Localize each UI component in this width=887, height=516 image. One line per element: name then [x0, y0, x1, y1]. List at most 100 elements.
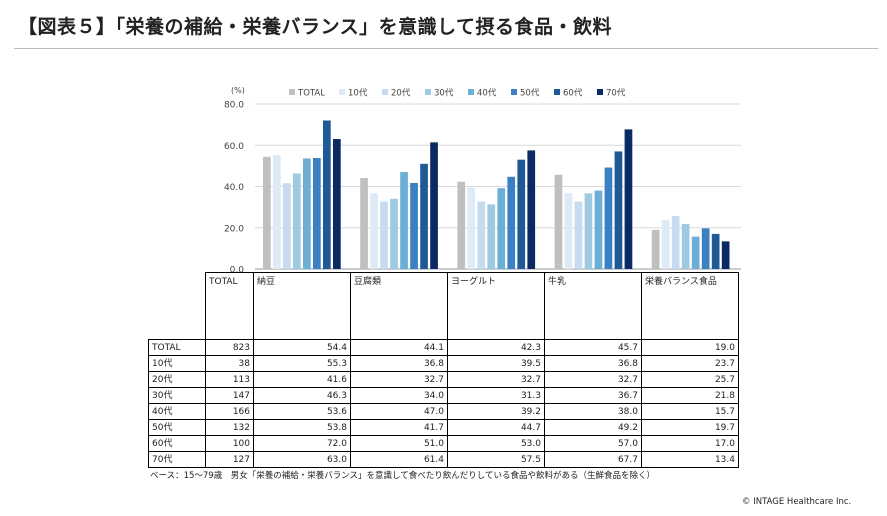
- table-corner: [148, 272, 206, 340]
- value-cell: 45.7: [544, 339, 642, 356]
- legend-swatch: [468, 89, 474, 95]
- row-label: 50代: [148, 419, 206, 436]
- value-cell: 46.3: [253, 387, 351, 404]
- value-cell: 44.1: [350, 339, 448, 356]
- legend-swatch: [425, 89, 431, 95]
- bar: [457, 181, 466, 269]
- bar: [624, 129, 633, 269]
- legend-label: 20代: [391, 88, 411, 99]
- copyright: © INTAGE Healthcare Inc.: [742, 497, 852, 507]
- bar: [527, 150, 536, 269]
- bar: [691, 236, 700, 269]
- bar: [651, 229, 660, 269]
- table-header-cell: 豆腐類: [350, 272, 448, 340]
- y-tick-label: 60.0: [224, 142, 244, 152]
- bar: [614, 151, 623, 269]
- bar: [487, 204, 496, 269]
- value-cell: 32.7: [447, 371, 545, 388]
- row-label: 30代: [148, 387, 206, 404]
- sample-size-cell: 38: [205, 355, 254, 372]
- bar: [701, 228, 710, 269]
- table-row: 20代 113 41.6 32.7 32.7 32.7 25.7: [148, 371, 739, 388]
- value-cell: 32.7: [350, 371, 448, 388]
- row-label: TOTAL: [148, 339, 206, 356]
- bar: [681, 224, 690, 269]
- legend-swatch: [597, 89, 603, 95]
- value-cell: 15.7: [641, 403, 739, 420]
- legend-swatch: [339, 89, 345, 95]
- value-cell: 57.0: [544, 435, 642, 452]
- bar: [273, 154, 281, 269]
- value-cell: 49.2: [544, 419, 642, 436]
- value-cell: 36.7: [544, 387, 642, 404]
- table-row: 70代 127 63.0 61.4 57.5 67.7 13.4: [148, 451, 739, 468]
- table-row: 10代 38 55.3 36.8 39.5 36.8 23.7: [148, 355, 739, 372]
- value-cell: 36.8: [544, 355, 642, 372]
- value-cell: 63.0: [253, 451, 351, 468]
- legend-label: 30代: [434, 88, 454, 99]
- bar: [370, 193, 378, 269]
- table-row: 60代 100 72.0 51.0 53.0 57.0 17.0: [148, 435, 739, 452]
- value-cell: 38.0: [544, 403, 642, 420]
- legend-label: 40代: [477, 88, 497, 99]
- bar: [594, 190, 603, 269]
- value-cell: 47.0: [350, 403, 448, 420]
- sample-size-cell: 166: [205, 403, 254, 420]
- value-cell: 51.0: [350, 435, 448, 452]
- y-tick-label: 80.0: [224, 101, 244, 111]
- bar: [430, 142, 438, 269]
- bar: [323, 120, 331, 269]
- value-cell: 41.7: [350, 419, 448, 436]
- legend-label: 70代: [606, 88, 626, 99]
- legend-label: TOTAL: [297, 89, 325, 99]
- value-cell: 54.4: [253, 339, 351, 356]
- legend-swatch: [554, 89, 560, 95]
- y-tick-label: 20.0: [224, 224, 244, 234]
- table-header-cell: 納豆: [253, 272, 351, 340]
- value-cell: 21.8: [641, 387, 739, 404]
- row-label: 20代: [148, 371, 206, 388]
- page-title: 【図表５】「栄養の補給・栄養バランス」を意識して摂る食品・飲料: [18, 16, 613, 38]
- value-cell: 39.2: [447, 403, 545, 420]
- value-cell: 19.0: [641, 339, 739, 356]
- sample-size-cell: 823: [205, 339, 254, 356]
- value-cell: 39.5: [447, 355, 545, 372]
- bar: [671, 215, 680, 269]
- bar: [711, 233, 720, 269]
- sample-size-cell: 132: [205, 419, 254, 436]
- base-note: ベース：15～79歳 男女「栄養の補給・栄養バランス」を意識して食べたり飲んだり…: [150, 471, 656, 481]
- table-header-cell: TOTAL: [205, 272, 254, 340]
- bar: [477, 201, 486, 269]
- title-divider: [14, 48, 878, 49]
- bar: [400, 172, 408, 269]
- value-cell: 72.0: [253, 435, 351, 452]
- value-cell: 17.0: [641, 435, 739, 452]
- bar: [313, 158, 321, 269]
- table-row: 50代 132 53.8 41.7 44.7 49.2 19.7: [148, 419, 739, 436]
- value-cell: 42.3: [447, 339, 545, 356]
- value-cell: 61.4: [350, 451, 448, 468]
- bar: [420, 163, 428, 269]
- value-cell: 53.6: [253, 403, 351, 420]
- row-label: 60代: [148, 435, 206, 452]
- bar: [661, 220, 670, 269]
- bar: [507, 176, 516, 269]
- value-cell: 25.7: [641, 371, 739, 388]
- legend-label: 10代: [348, 88, 368, 99]
- bar: [360, 178, 368, 269]
- data-table: TOTAL 納豆 豆腐類 ヨーグルト 牛乳 栄養バランス食品 TOTAL 823 5…: [148, 272, 739, 468]
- legend-swatch: [289, 89, 295, 95]
- bar: [293, 173, 301, 269]
- legend-swatch: [382, 89, 388, 95]
- unit-label: (%): [231, 86, 245, 95]
- bar: [263, 156, 271, 269]
- table-row: TOTAL 823 54.4 44.1 42.3 45.7 19.0: [148, 339, 739, 356]
- legend-label: 50代: [520, 88, 540, 99]
- bar: [604, 167, 613, 269]
- bar: [303, 158, 311, 269]
- value-cell: 44.7: [447, 419, 545, 436]
- value-cell: 53.8: [253, 419, 351, 436]
- value-cell: 31.3: [447, 387, 545, 404]
- sample-size-cell: 113: [205, 371, 254, 388]
